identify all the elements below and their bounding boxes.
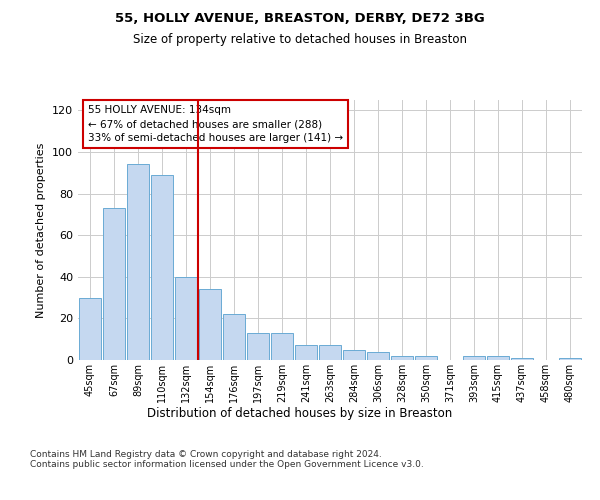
Bar [391, 356, 413, 360]
Text: Distribution of detached houses by size in Breaston: Distribution of detached houses by size … [148, 408, 452, 420]
Bar [559, 358, 581, 360]
Bar [79, 298, 101, 360]
Text: Size of property relative to detached houses in Breaston: Size of property relative to detached ho… [133, 32, 467, 46]
Y-axis label: Number of detached properties: Number of detached properties [37, 142, 46, 318]
Bar [319, 346, 341, 360]
Text: Contains HM Land Registry data © Crown copyright and database right 2024.
Contai: Contains HM Land Registry data © Crown c… [30, 450, 424, 469]
Bar [151, 175, 173, 360]
Bar [367, 352, 389, 360]
Bar [463, 356, 485, 360]
Text: 55 HOLLY AVENUE: 134sqm
← 67% of detached houses are smaller (288)
33% of semi-d: 55 HOLLY AVENUE: 134sqm ← 67% of detache… [88, 105, 343, 143]
Bar [415, 356, 437, 360]
Bar [295, 346, 317, 360]
Bar [343, 350, 365, 360]
Bar [127, 164, 149, 360]
Bar [175, 277, 197, 360]
Bar [511, 358, 533, 360]
Bar [487, 356, 509, 360]
Bar [199, 290, 221, 360]
Bar [223, 314, 245, 360]
Bar [271, 333, 293, 360]
Bar [103, 208, 125, 360]
Text: 55, HOLLY AVENUE, BREASTON, DERBY, DE72 3BG: 55, HOLLY AVENUE, BREASTON, DERBY, DE72 … [115, 12, 485, 26]
Bar [247, 333, 269, 360]
